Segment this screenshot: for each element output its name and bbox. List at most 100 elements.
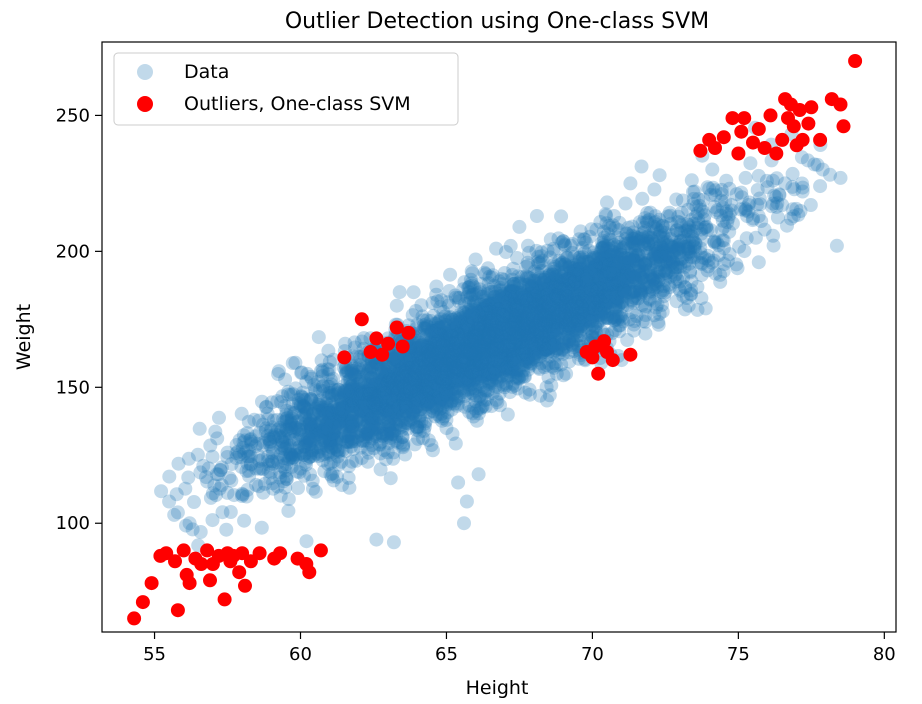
data-point: [424, 338, 439, 353]
data-point: [625, 219, 640, 234]
data-point: [541, 335, 556, 350]
data-point: [442, 375, 456, 390]
data-point: [379, 400, 394, 415]
data-point: [462, 373, 477, 388]
data-point: [410, 419, 424, 434]
data-point: [408, 361, 423, 376]
data-point: [404, 392, 419, 407]
data-point: [365, 415, 380, 429]
data-point: [460, 368, 475, 382]
data-point: [395, 430, 410, 444]
data-point: [463, 357, 478, 372]
data-point: [309, 423, 324, 438]
data-point: [392, 413, 407, 428]
data-point: [380, 383, 395, 398]
data-point: [665, 253, 680, 268]
data-point: [666, 255, 681, 270]
data-point: [412, 363, 427, 378]
data-point: [331, 382, 346, 397]
data-point: [565, 270, 580, 285]
data-point: [607, 282, 622, 297]
data-point: [523, 300, 538, 315]
data-point: [626, 284, 641, 299]
data-point: [500, 362, 514, 377]
data-point: [486, 329, 501, 344]
data-point: [488, 338, 503, 353]
data-point: [193, 465, 208, 480]
data-point: [555, 341, 570, 356]
data-point: [450, 380, 465, 395]
data-point: [647, 225, 661, 240]
data-point: [468, 353, 483, 368]
data-point: [203, 438, 218, 453]
data-point: [517, 317, 532, 332]
data-point: [599, 271, 614, 285]
data-point: [389, 390, 404, 405]
data-point: [528, 306, 543, 321]
data-point: [441, 378, 456, 393]
data-point: [424, 344, 439, 359]
data-point: [470, 341, 485, 356]
data-point: [537, 280, 552, 295]
data-point: [503, 357, 518, 371]
data-point: [440, 354, 455, 369]
data-point: [553, 316, 567, 331]
data-point: [478, 351, 493, 366]
data-point: [550, 306, 565, 321]
data-point: [443, 344, 458, 359]
data-point: [605, 310, 620, 325]
data-point: [284, 415, 299, 430]
data-point: [708, 183, 723, 198]
data-point: [554, 209, 569, 224]
data-point: [479, 332, 494, 347]
data-point: [562, 273, 577, 288]
data-point: [416, 334, 431, 349]
data-point: [515, 357, 530, 372]
data-point: [409, 348, 424, 363]
data-point: [697, 251, 712, 265]
data-point: [506, 313, 521, 328]
data-point: [337, 425, 352, 440]
data-point: [508, 322, 523, 337]
data-point: [326, 473, 341, 488]
data-point: [573, 328, 588, 343]
data-point: [475, 331, 490, 346]
data-point: [556, 368, 571, 383]
data-point: [421, 433, 436, 448]
data-point: [492, 354, 507, 369]
data-point: [508, 318, 523, 333]
data-point: [449, 342, 464, 357]
data-point: [438, 354, 453, 369]
data-point: [635, 191, 650, 206]
data-point: [551, 341, 566, 356]
data-point: [543, 309, 558, 324]
data-point: [594, 289, 609, 304]
data-point: [350, 430, 365, 445]
data-point: [678, 239, 693, 254]
data-point: [464, 332, 478, 347]
data-point: [353, 352, 368, 367]
data-point: [512, 326, 526, 341]
data-point: [469, 367, 484, 382]
data-point: [614, 311, 629, 326]
data-point: [451, 308, 466, 323]
data-point: [518, 325, 533, 340]
data-point: [466, 321, 481, 336]
data-point: [435, 359, 450, 374]
data-point: [370, 360, 385, 375]
data-points: [154, 120, 848, 553]
data-point: [520, 351, 535, 366]
data-point: [474, 308, 489, 323]
data-point: [537, 303, 552, 317]
data-point: [536, 322, 551, 337]
data-point: [274, 423, 289, 438]
data-point: [434, 353, 449, 368]
data-point: [625, 231, 640, 246]
data-point: [526, 273, 541, 288]
data-point: [374, 426, 389, 441]
data-point: [626, 253, 641, 267]
data-point: [514, 295, 529, 310]
data-point: [615, 275, 630, 290]
data-point: [466, 372, 481, 387]
data-point: [642, 253, 657, 268]
